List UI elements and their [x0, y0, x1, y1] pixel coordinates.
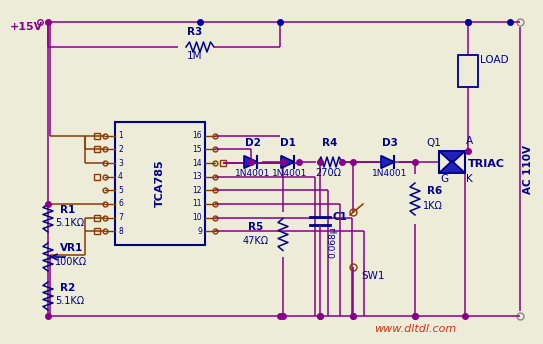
Text: 10: 10	[192, 213, 202, 222]
Text: 2: 2	[118, 145, 123, 154]
Text: 7: 7	[118, 213, 123, 222]
Text: 14: 14	[192, 159, 202, 168]
Text: 1: 1	[118, 131, 123, 140]
Text: D3: D3	[382, 138, 398, 148]
FancyBboxPatch shape	[458, 55, 478, 87]
Text: TRIAC: TRIAC	[468, 159, 505, 169]
FancyBboxPatch shape	[115, 122, 205, 245]
Text: K: K	[466, 174, 473, 184]
Text: R1: R1	[60, 205, 75, 215]
Text: 1M: 1M	[187, 51, 203, 61]
Text: 1N4001: 1N4001	[372, 169, 408, 178]
Text: 9: 9	[197, 227, 202, 236]
Text: AC 110V: AC 110V	[523, 144, 533, 194]
Text: 100KΩ: 100KΩ	[55, 257, 87, 267]
Text: 1N4001: 1N4001	[235, 169, 271, 178]
Text: R6: R6	[427, 186, 442, 196]
Text: LOAD: LOAD	[480, 55, 509, 65]
Text: 6: 6	[118, 200, 123, 208]
Text: D2: D2	[245, 138, 261, 148]
Text: 5.1KΩ: 5.1KΩ	[55, 218, 84, 228]
Text: SW1: SW1	[361, 271, 384, 281]
Text: 13: 13	[192, 172, 202, 181]
Text: 12: 12	[193, 186, 202, 195]
Text: R5: R5	[248, 222, 263, 232]
Text: 4: 4	[118, 172, 123, 181]
Text: 11: 11	[193, 200, 202, 208]
Polygon shape	[281, 156, 294, 168]
Text: C1: C1	[333, 212, 348, 222]
Text: 16: 16	[192, 131, 202, 140]
Text: 1N4001: 1N4001	[272, 169, 308, 178]
Text: 0.068μ: 0.068μ	[329, 226, 338, 258]
Polygon shape	[381, 156, 395, 168]
Text: 5: 5	[118, 186, 123, 195]
Polygon shape	[244, 156, 257, 168]
Text: 5.1KΩ: 5.1KΩ	[55, 296, 84, 306]
Text: +15V: +15V	[10, 22, 43, 32]
Polygon shape	[439, 161, 465, 173]
Text: 15: 15	[192, 145, 202, 154]
Text: www.dltdl.com: www.dltdl.com	[374, 324, 456, 334]
Text: 1KΩ: 1KΩ	[423, 201, 443, 211]
Text: G: G	[440, 174, 448, 184]
Text: TCA785: TCA785	[155, 160, 165, 207]
Text: R2: R2	[60, 283, 75, 293]
Text: R4: R4	[323, 138, 338, 148]
Polygon shape	[439, 151, 465, 163]
Text: 3: 3	[118, 159, 123, 168]
Text: 47KΩ: 47KΩ	[243, 236, 269, 246]
Text: D1: D1	[280, 138, 296, 148]
Text: Q1: Q1	[426, 138, 441, 148]
Text: 8: 8	[118, 227, 123, 236]
Text: 270Ω: 270Ω	[315, 168, 341, 178]
Text: R3: R3	[187, 27, 203, 37]
Text: VR1: VR1	[60, 243, 83, 253]
Text: A: A	[466, 136, 473, 146]
